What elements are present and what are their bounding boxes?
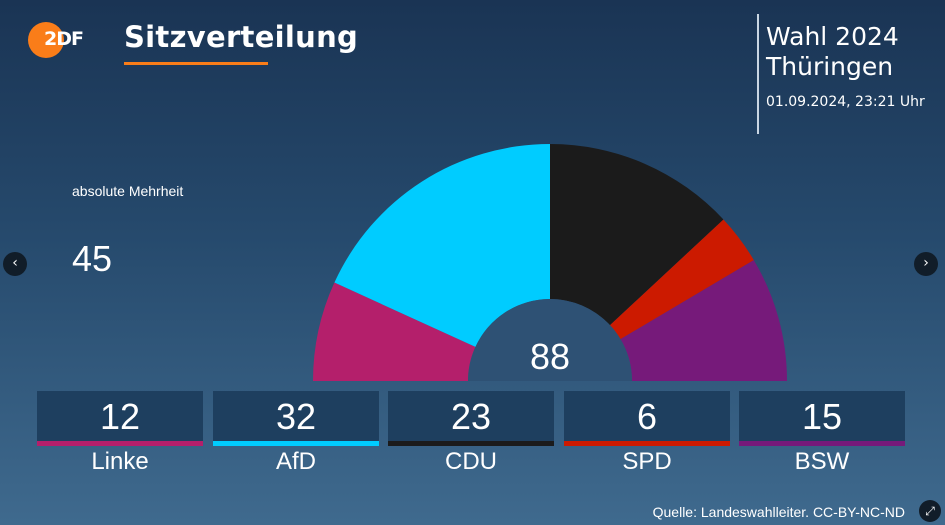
source-credit: Quelle: Landeswahlleiter. CC-BY-NC-ND — [652, 504, 905, 520]
party-color-bar — [564, 441, 730, 446]
chevron-left-icon[interactable]: ‹ — [3, 252, 27, 276]
zdf-logo-text: 2DF — [44, 28, 84, 50]
party-seats: 12 — [99, 396, 141, 437]
seat-segment-cdu — [550, 144, 724, 326]
party-seats: 32 — [275, 396, 317, 437]
chevron-right-icon[interactable]: › — [914, 252, 938, 276]
party-color-bar — [213, 441, 379, 446]
party-box-linke: 12 — [37, 391, 203, 446]
party-name-cdu: CDU — [445, 448, 497, 475]
party-name-afd: AfD — [275, 448, 316, 475]
total-seats: 88 — [529, 336, 571, 377]
party-name-spd: SPD — [622, 448, 672, 475]
seat-segment-afd — [334, 144, 550, 347]
page-title: Sitzverteilung — [124, 20, 359, 54]
party-seats: 6 — [636, 396, 658, 437]
election-region: Thüringen — [766, 52, 894, 81]
party-box-bsw: 15 — [739, 391, 905, 446]
seat-segment-linke — [313, 282, 476, 381]
header-divider — [757, 14, 759, 134]
party-color-bar — [739, 441, 905, 446]
seat-segment-spd — [610, 219, 754, 340]
expand-icon[interactable]: ⤢ — [919, 500, 941, 522]
timestamp: 01.09.2024, 23:21 Uhr — [766, 94, 925, 110]
majority-label: absolute Mehrheit — [72, 183, 184, 199]
party-color-bar — [388, 441, 554, 446]
party-box-spd: 6 — [564, 391, 730, 446]
party-name-bsw: BSW — [794, 448, 850, 475]
party-box-cdu: 23 — [388, 391, 554, 446]
zdf-logo — [28, 22, 64, 58]
election-name: Wahl 2024 — [766, 22, 899, 51]
party-seats: 23 — [450, 396, 492, 437]
seat-segment-bsw — [620, 260, 787, 381]
election-title: Wahl 2024 Thüringen — [766, 22, 899, 82]
majority-value: 45 — [72, 238, 113, 279]
party-name-linke: Linke — [91, 448, 149, 475]
hemicycle-center — [468, 299, 632, 381]
party-color-bar — [37, 441, 203, 446]
party-box-afd: 32 — [213, 391, 379, 446]
party-seats: 15 — [801, 396, 843, 437]
title-underline — [124, 62, 268, 65]
